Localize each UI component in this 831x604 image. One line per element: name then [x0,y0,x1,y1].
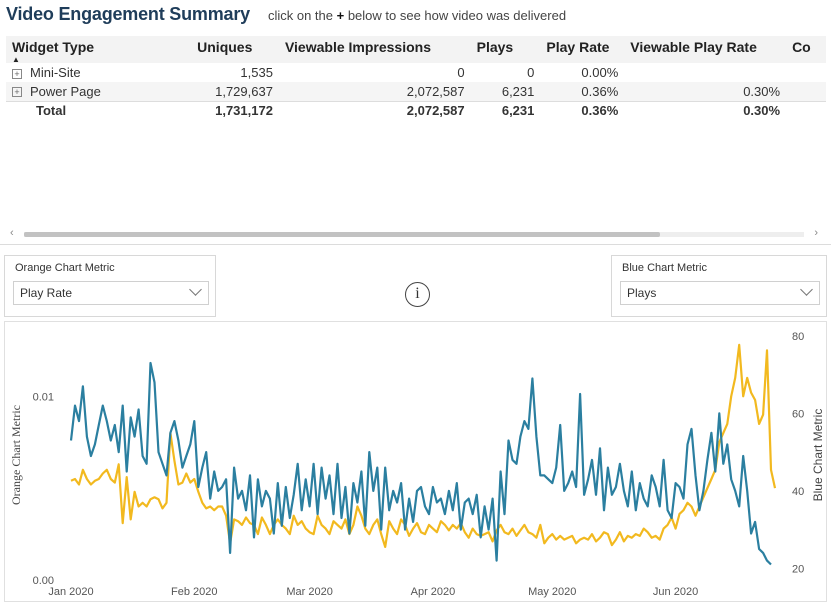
cell-plays: 0 [527,65,535,80]
scrollbar-thumb[interactable] [24,232,660,237]
row-type-cell: + Mini-Site [6,63,191,82]
x-tick-label: Feb 2020 [171,586,217,598]
table-horizontal-scrollbar[interactable]: ‹ › [8,227,820,239]
cell-truncated [786,100,826,120]
instruction-text: click on the + below to see how video wa… [267,8,567,23]
cell-uniques: 1,729,637 [191,82,279,101]
orange-series-line [70,343,777,549]
section-divider [0,244,831,245]
y-right-axis-title: Blue Chart Metric [811,409,825,502]
column-header-play-rate[interactable]: Play Rate [540,36,625,63]
cell-play-rate: 0.36% [540,82,625,101]
engagement-table: Widget Type ▲ Uniques Viewable Impression… [6,36,826,120]
column-header-viewable-impressions[interactable]: Viewable Impressions [278,36,471,63]
sort-ascending-icon[interactable]: ▲ [12,55,20,64]
cell-play-rate: 0.00% [581,65,619,80]
blue-metric-value: Plays [627,286,657,300]
row-type-cell: + Power Page [6,82,192,101]
x-tick-label: May 2020 [528,586,576,598]
total-label: Total [6,100,192,120]
y-right-tick-label: 20 [792,563,804,575]
x-tick-label: Mar 2020 [286,586,332,598]
page-title: Video Engagement Summary [6,4,250,24]
x-tick-label: Apr 2020 [411,586,456,598]
page-header: Video Engagement Summary click on the + … [6,4,566,28]
info-icon[interactable]: i [405,282,430,307]
y-left-tick-label: 0.01 [33,391,54,403]
column-header-truncated[interactable]: Co [786,36,826,63]
y-right-tick-label: 60 [792,408,804,420]
total-uniques: 1,731,172 [191,100,279,120]
total-viewable-impressions: 2,072,587 [278,100,471,120]
table-header-row: Widget Type ▲ Uniques Viewable Impression… [6,36,826,64]
y-right-tick-label: 80 [792,331,804,343]
column-header-plays[interactable]: Plays [470,36,541,63]
table-row: + Mini-Site 1,535 0 0 0.00% [6,63,826,82]
orange-metric-label: Orange Chart Metric [15,262,115,274]
y-left-axis-title: Orange Chart Metric [9,405,23,505]
y-left-tick-label: 0.00 [33,575,54,587]
column-header-widget-type[interactable]: Widget Type ▲ [6,36,192,64]
x-tick-label: Jun 2020 [653,586,698,598]
expand-plus-icon[interactable]: + [12,68,22,79]
total-play-rate: 0.36% [540,100,625,120]
cell-viewable-impressions: 2,072,587 [278,82,471,101]
blue-metric-filter: Blue Chart Metric Plays [611,255,827,317]
blue-series-line [69,361,772,566]
engagement-table-container: Widget Type ▲ Uniques Viewable Impression… [6,36,826,241]
blue-metric-label: Blue Chart Metric [622,262,707,274]
orange-metric-filter: Orange Chart Metric Play Rate [4,255,216,317]
y-right-tick-label: 40 [792,486,804,498]
orange-metric-dropdown[interactable]: Play Rate [13,281,209,305]
total-plays: 6,231 [470,100,541,120]
expand-plus-icon[interactable]: + [12,87,22,98]
cell-plays: 6,231 [470,82,541,101]
scroll-right-icon[interactable]: › [814,227,818,239]
x-tick-label: Jan 2020 [48,586,93,598]
table-row: + Power Page 1,729,637 2,072,587 6,231 0.… [6,82,826,101]
dual-axis-chart-frame [4,321,827,602]
cell-viewable-impressions: 0 [457,65,465,80]
blue-metric-dropdown[interactable]: Plays [620,281,820,305]
column-header-viewable-play-rate[interactable]: Viewable Play Rate [624,36,787,63]
scroll-left-icon[interactable]: ‹ [10,227,14,239]
cell-viewable-play-rate: 0.30% [624,82,787,101]
table-total-row: Total 1,731,172 2,072,587 6,231 0.36% 0.… [6,100,826,120]
column-header-uniques[interactable]: Uniques [191,36,279,63]
orange-metric-value: Play Rate [20,286,73,300]
cell-truncated [786,82,826,101]
total-viewable-play-rate: 0.30% [624,100,787,120]
cell-uniques: 1,535 [240,65,273,80]
